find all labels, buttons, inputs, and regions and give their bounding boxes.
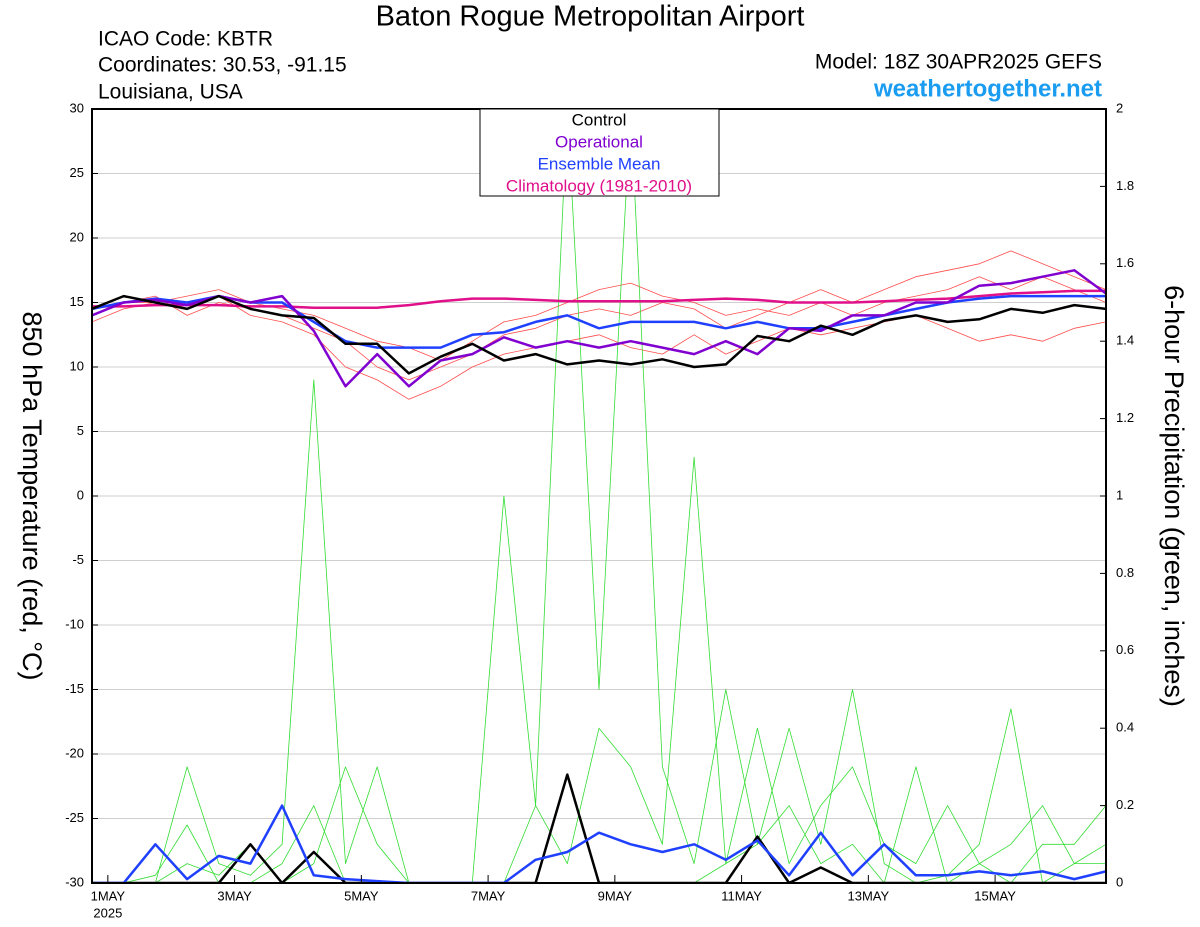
member-line	[92, 456, 1106, 883]
info-line: ICAO Code: KBTR	[98, 28, 273, 51]
model-info: Model: 18Z 30APR2025 GEFS	[815, 51, 1102, 74]
y-tick-label: 20	[70, 229, 84, 244]
series-line	[92, 294, 1106, 375]
y2-tick-label: 2	[1116, 100, 1123, 115]
member-line	[92, 276, 1106, 361]
y2-tick-label: 1.2	[1116, 410, 1134, 425]
legend-entry: Climatology (1981-2010)	[506, 176, 692, 195]
y2-tick-label: 1.4	[1116, 333, 1134, 348]
member-line	[92, 379, 1106, 883]
y-tick-label: -10	[65, 616, 84, 631]
y2-axis-label: 6-hour Precipitation (green, inches)	[1159, 285, 1189, 707]
y2-tick-label: 1.8	[1116, 178, 1134, 193]
y-axis-label: 850 hPa Temperature (red, °C)	[17, 312, 47, 681]
x-tick-label: 5MAY	[344, 888, 379, 903]
x-tick-label: 3MAY	[217, 888, 252, 903]
series-line	[92, 289, 1106, 309]
y2-tick-label: 1.6	[1116, 255, 1134, 270]
legend-entry: Control	[572, 110, 627, 129]
y-tick-label: 25	[70, 165, 84, 180]
x-tick-label: 1MAY	[91, 888, 126, 903]
chart-title: Baton Rogue Metropolitan Airport	[376, 1, 805, 33]
info-line: Louisiana, USA	[98, 81, 243, 104]
y2-tick-label: 0.2	[1116, 797, 1134, 812]
y-tick-label: 0	[77, 487, 84, 502]
x-tick-label: 15MAY	[974, 888, 1016, 903]
info-line: Coordinates: 30.53, -91.15	[98, 54, 347, 77]
y2-tick-label: 1	[1116, 487, 1123, 502]
x-tick-label: 9MAY	[598, 888, 633, 903]
y-tick-label: 10	[70, 358, 84, 373]
y-tick-label: 5	[77, 423, 84, 438]
y-tick-label: -25	[65, 810, 84, 825]
y-tick-label: -20	[65, 745, 84, 760]
legend-entry: Operational	[555, 132, 643, 151]
member-line	[92, 295, 1106, 400]
series-line	[92, 294, 1106, 349]
member-line	[92, 773, 1106, 883]
x-tick-sublabel: 2025	[93, 905, 122, 920]
legend-box	[479, 108, 720, 197]
y-tick-label: 30	[70, 100, 84, 115]
y-tick-label: -5	[72, 552, 84, 567]
legend-entry: Ensemble Mean	[538, 154, 661, 173]
y-tick-label: -15	[65, 681, 84, 696]
x-tick-label: 13MAY	[848, 888, 890, 903]
source: weathertogether.net	[873, 75, 1102, 102]
y2-tick-label: 0.8	[1116, 565, 1134, 580]
x-tick-label: 11MAY	[721, 888, 762, 903]
member-line	[92, 804, 1106, 883]
y2-tick-label: 0.6	[1116, 642, 1134, 657]
y2-tick-label: 0	[1116, 874, 1123, 889]
x-tick-label: 7MAY	[471, 888, 506, 903]
series-line	[92, 269, 1106, 388]
y2-tick-label: 0.4	[1116, 720, 1134, 735]
y-tick-label: -30	[65, 874, 84, 889]
y-tick-label: 15	[70, 294, 84, 309]
